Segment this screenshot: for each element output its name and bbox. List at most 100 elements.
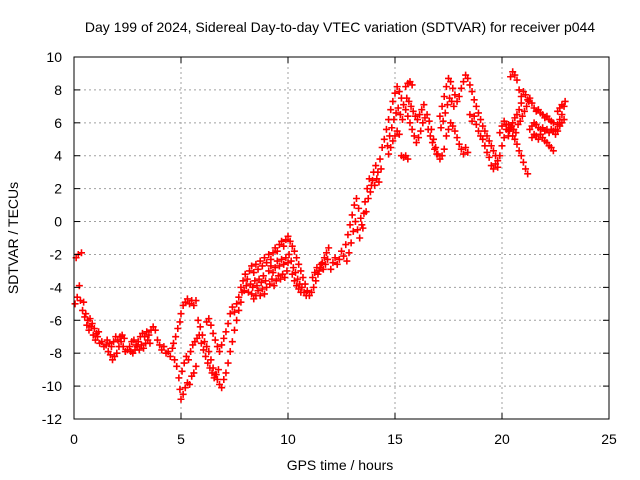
data-point bbox=[466, 111, 474, 119]
data-point bbox=[338, 247, 345, 255]
data-point bbox=[119, 343, 127, 351]
data-point bbox=[474, 109, 482, 117]
y-axis-label: SDTVAR / TECUs bbox=[5, 182, 21, 294]
data-point bbox=[258, 285, 266, 293]
data-point bbox=[310, 283, 318, 291]
data-point bbox=[526, 94, 534, 102]
data-point bbox=[477, 116, 485, 124]
data-point bbox=[512, 129, 520, 137]
data-point bbox=[371, 181, 379, 189]
data-point bbox=[380, 135, 388, 143]
data-point bbox=[126, 343, 134, 351]
data-point bbox=[352, 195, 360, 203]
data-point bbox=[408, 125, 416, 133]
data-point bbox=[205, 348, 213, 356]
data-point bbox=[393, 83, 401, 91]
data-point bbox=[110, 338, 118, 346]
data-point bbox=[288, 270, 296, 278]
data-point bbox=[489, 165, 497, 173]
data-point bbox=[400, 101, 408, 109]
data-point bbox=[494, 163, 502, 171]
data-point bbox=[343, 257, 351, 265]
data-point bbox=[428, 139, 436, 147]
data-point bbox=[156, 341, 164, 349]
data-point bbox=[558, 111, 566, 119]
data-point bbox=[500, 134, 508, 142]
data-point bbox=[245, 267, 253, 275]
data-point bbox=[277, 275, 285, 283]
data-point bbox=[248, 290, 256, 298]
data-point bbox=[278, 237, 286, 245]
data-point bbox=[554, 107, 562, 115]
data-point bbox=[177, 395, 185, 403]
data-point bbox=[440, 145, 448, 153]
data-point bbox=[214, 366, 222, 374]
data-point bbox=[190, 301, 198, 309]
data-point bbox=[164, 348, 172, 356]
data-point bbox=[233, 300, 241, 308]
data-point bbox=[235, 306, 243, 314]
data-point bbox=[472, 102, 480, 110]
data-point bbox=[283, 267, 291, 275]
data-point bbox=[515, 147, 523, 155]
data-point bbox=[517, 152, 525, 160]
x-tick-label: 15 bbox=[387, 431, 403, 447]
data-point bbox=[73, 293, 81, 301]
data-point bbox=[470, 112, 478, 120]
data-point bbox=[409, 107, 417, 115]
data-point bbox=[265, 250, 273, 258]
data-point bbox=[180, 359, 188, 367]
data-point bbox=[433, 150, 441, 158]
data-point bbox=[364, 195, 372, 203]
data-point bbox=[192, 297, 200, 305]
data-point bbox=[272, 277, 280, 285]
data-point bbox=[513, 76, 521, 84]
data-point bbox=[285, 250, 293, 258]
data-point bbox=[199, 346, 207, 354]
data-point bbox=[560, 116, 568, 124]
data-point bbox=[404, 155, 412, 163]
data-point bbox=[282, 254, 290, 262]
chart-title: Day 199 of 2024, Sidereal Day-to-day VTE… bbox=[85, 19, 595, 35]
data-point bbox=[231, 308, 238, 316]
data-point bbox=[344, 231, 352, 239]
data-point bbox=[413, 116, 421, 124]
data-point bbox=[218, 384, 226, 392]
data-point bbox=[485, 137, 493, 145]
data-point bbox=[479, 122, 487, 130]
data-point bbox=[342, 241, 350, 249]
data-point bbox=[402, 106, 410, 114]
data-point bbox=[388, 124, 396, 132]
data-point bbox=[192, 362, 200, 370]
data-point bbox=[211, 336, 219, 344]
data-point bbox=[113, 349, 121, 357]
data-point bbox=[146, 339, 154, 347]
data-point bbox=[195, 331, 203, 339]
data-point bbox=[179, 390, 187, 398]
data-point bbox=[120, 334, 128, 342]
data-point bbox=[359, 224, 367, 232]
data-point bbox=[398, 116, 406, 124]
data-point bbox=[256, 257, 264, 265]
data-point bbox=[392, 109, 400, 117]
data-point bbox=[430, 135, 438, 143]
data-point bbox=[308, 288, 316, 296]
data-point bbox=[325, 244, 333, 252]
data-point bbox=[258, 262, 266, 270]
data-point bbox=[426, 132, 434, 140]
data-point bbox=[335, 255, 343, 263]
data-point bbox=[166, 352, 174, 360]
data-point bbox=[405, 97, 413, 105]
data-point bbox=[153, 336, 161, 344]
data-point bbox=[172, 333, 180, 341]
data-point bbox=[95, 328, 103, 336]
data-point bbox=[243, 275, 251, 283]
data-point bbox=[323, 249, 331, 257]
data-point bbox=[406, 119, 414, 127]
data-point bbox=[387, 144, 395, 151]
data-point bbox=[135, 346, 143, 354]
data-point bbox=[524, 170, 532, 178]
data-point bbox=[233, 316, 241, 324]
data-point bbox=[209, 329, 217, 337]
data-point bbox=[391, 89, 399, 97]
